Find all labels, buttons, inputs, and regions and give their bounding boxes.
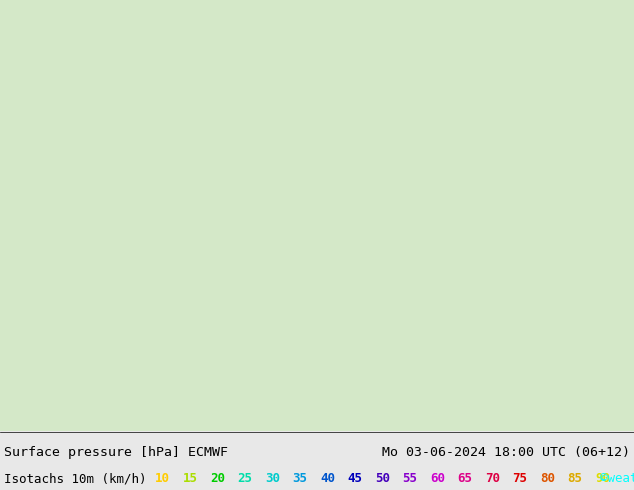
Text: ©weatheronline.co.uk: ©weatheronline.co.uk [600, 472, 634, 486]
Text: Mo 03-06-2024 18:00 UTC (06+12): Mo 03-06-2024 18:00 UTC (06+12) [382, 446, 630, 459]
Text: 80: 80 [540, 472, 555, 486]
Text: 15: 15 [183, 472, 198, 486]
Text: 50: 50 [375, 472, 390, 486]
Text: Isotachs 10m (km/h): Isotachs 10m (km/h) [4, 472, 146, 486]
Text: 60: 60 [430, 472, 445, 486]
Text: 10: 10 [155, 472, 170, 486]
Text: Surface pressure [hPa] ECMWF: Surface pressure [hPa] ECMWF [4, 446, 228, 459]
Text: 90: 90 [595, 472, 610, 486]
Text: 75: 75 [512, 472, 527, 486]
Text: 45: 45 [347, 472, 363, 486]
Text: 70: 70 [485, 472, 500, 486]
Text: 40: 40 [320, 472, 335, 486]
Text: 25: 25 [238, 472, 252, 486]
Text: 85: 85 [567, 472, 583, 486]
Text: 20: 20 [210, 472, 225, 486]
Text: 65: 65 [458, 472, 472, 486]
Text: 55: 55 [403, 472, 418, 486]
Text: 35: 35 [292, 472, 307, 486]
Text: 30: 30 [265, 472, 280, 486]
